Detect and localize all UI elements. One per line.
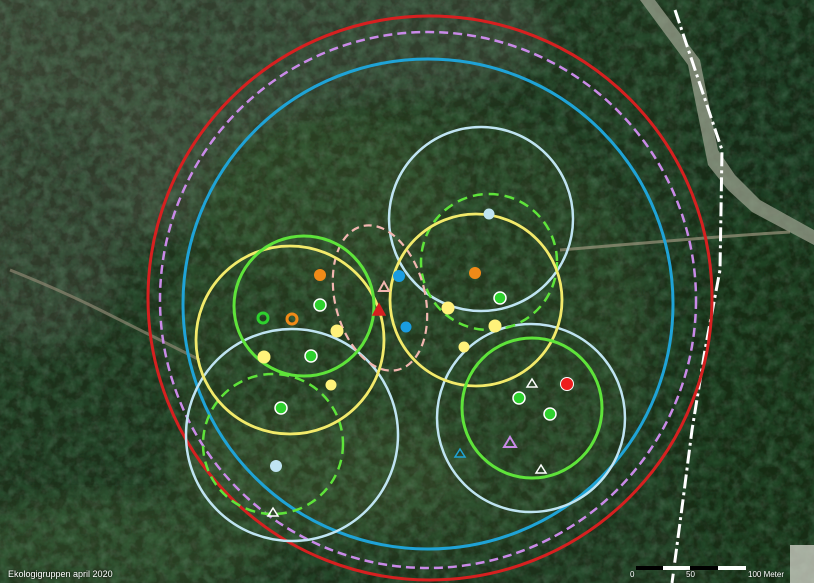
outer-zone-blue bbox=[181, 57, 675, 551]
triangle-marker-white[interactable] bbox=[266, 506, 280, 517]
observation-point-red[interactable] bbox=[560, 377, 574, 391]
observation-point-green[interactable] bbox=[313, 298, 327, 312]
observation-point-green[interactable] bbox=[493, 291, 507, 305]
observation-point-orange[interactable] bbox=[314, 269, 326, 281]
scale-bar bbox=[636, 566, 746, 570]
scale-tick-50: 50 bbox=[686, 570, 695, 579]
observation-point-green[interactable] bbox=[512, 391, 526, 405]
observation-point-lightblue[interactable] bbox=[483, 208, 495, 220]
observation-point-yellow[interactable] bbox=[441, 301, 455, 315]
zone-yellow-left bbox=[194, 244, 386, 436]
observation-point-orange[interactable] bbox=[469, 267, 481, 279]
observation-point-yellow[interactable] bbox=[257, 350, 271, 364]
scale-tick-100: 100 Meter bbox=[748, 570, 785, 579]
triangle-marker-white[interactable] bbox=[534, 463, 548, 474]
observation-point-yellow[interactable] bbox=[488, 319, 502, 333]
zone-lightblue-left bbox=[184, 327, 400, 543]
triangle-marker-white[interactable] bbox=[525, 377, 539, 388]
observation-point-blue[interactable] bbox=[393, 270, 405, 282]
map-credit: Ekologigruppen april 2020 bbox=[8, 569, 113, 579]
observation-point-green[interactable] bbox=[304, 349, 318, 363]
observation-point-lightblue[interactable] bbox=[270, 460, 282, 472]
triangle-marker-red[interactable] bbox=[371, 302, 387, 316]
zone-pink-dashed bbox=[331, 224, 429, 372]
zone-yellow-right bbox=[388, 212, 564, 388]
observation-point-blue[interactable] bbox=[400, 321, 412, 333]
boundary-line bbox=[670, 9, 724, 583]
zone-green-bottom-right bbox=[460, 336, 604, 480]
orange-points bbox=[314, 267, 481, 281]
zone-green-top-left bbox=[232, 234, 376, 378]
triangle-marker-pink[interactable] bbox=[377, 279, 391, 292]
scale-tick-0: 0 bbox=[630, 570, 635, 579]
triangle-marker-blue[interactable] bbox=[453, 447, 467, 458]
observation-point-green[interactable] bbox=[543, 407, 557, 421]
yellow-points bbox=[257, 301, 502, 391]
zone-green-dashed-top bbox=[419, 192, 559, 332]
observation-point-green[interactable] bbox=[274, 401, 288, 415]
marker-green-ring[interactable] bbox=[256, 311, 270, 325]
triangle-marker-purple[interactable] bbox=[502, 435, 518, 448]
outer-zone-red bbox=[146, 14, 714, 582]
outer-zone-lilac bbox=[158, 30, 698, 570]
marker-orange-ring[interactable] bbox=[285, 312, 299, 326]
zone-lightblue-top bbox=[387, 125, 575, 313]
zone-green-dashed-left bbox=[201, 372, 345, 516]
observation-point-yellow[interactable] bbox=[325, 379, 337, 391]
observation-point-yellow[interactable] bbox=[330, 324, 344, 338]
observation-point-yellow[interactable] bbox=[458, 341, 470, 353]
green-points bbox=[274, 291, 557, 421]
zone-lightblue-right bbox=[435, 322, 627, 514]
